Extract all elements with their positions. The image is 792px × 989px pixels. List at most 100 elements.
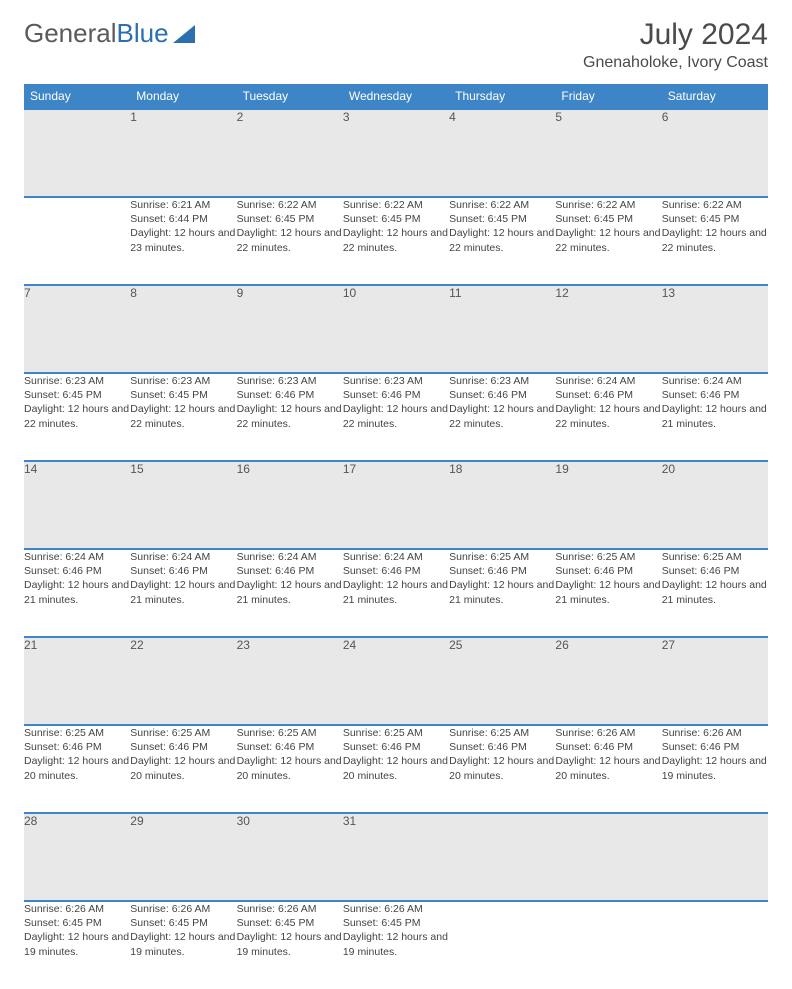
week-number-row: 28293031: [24, 813, 768, 901]
sunset-line: Sunset: 6:44 PM: [130, 212, 236, 226]
sunset-line: Sunset: 6:45 PM: [555, 212, 661, 226]
day-detail-cell: [662, 901, 768, 989]
day-number-cell: 11: [449, 285, 555, 373]
sunrise-line: Sunrise: 6:25 AM: [130, 726, 236, 740]
day-detail-cell: Sunrise: 6:22 AMSunset: 6:45 PMDaylight:…: [343, 197, 449, 285]
day-detail-cell: Sunrise: 6:25 AMSunset: 6:46 PMDaylight:…: [449, 549, 555, 637]
sunrise-line: Sunrise: 6:25 AM: [237, 726, 343, 740]
sunset-line: Sunset: 6:45 PM: [343, 916, 449, 930]
daylight-line: Daylight: 12 hours and 19 minutes.: [237, 930, 343, 958]
sunrise-line: Sunrise: 6:25 AM: [555, 550, 661, 564]
sunrise-line: Sunrise: 6:22 AM: [662, 198, 768, 212]
day-detail-cell: Sunrise: 6:22 AMSunset: 6:45 PMDaylight:…: [662, 197, 768, 285]
day-detail-cell: Sunrise: 6:22 AMSunset: 6:45 PMDaylight:…: [555, 197, 661, 285]
sunrise-line: Sunrise: 6:26 AM: [24, 902, 130, 916]
location: Gnenaholoke, Ivory Coast: [583, 54, 768, 72]
week-detail-row: Sunrise: 6:24 AMSunset: 6:46 PMDaylight:…: [24, 549, 768, 637]
day-detail-cell: Sunrise: 6:26 AMSunset: 6:45 PMDaylight:…: [237, 901, 343, 989]
daylight-line: Daylight: 12 hours and 23 minutes.: [130, 226, 236, 254]
day-number-cell: 28: [24, 813, 130, 901]
day-number-cell: 20: [662, 461, 768, 549]
sunrise-line: Sunrise: 6:25 AM: [449, 550, 555, 564]
day-detail-cell: Sunrise: 6:25 AMSunset: 6:46 PMDaylight:…: [662, 549, 768, 637]
day-number-cell: 29: [130, 813, 236, 901]
day-number-cell: 26: [555, 637, 661, 725]
daylight-line: Daylight: 12 hours and 20 minutes.: [24, 754, 130, 782]
sunset-line: Sunset: 6:46 PM: [343, 388, 449, 402]
day-detail-cell: Sunrise: 6:26 AMSunset: 6:46 PMDaylight:…: [662, 725, 768, 813]
day-detail-cell: Sunrise: 6:25 AMSunset: 6:46 PMDaylight:…: [130, 725, 236, 813]
daylight-line: Daylight: 12 hours and 22 minutes.: [449, 402, 555, 430]
day-detail-cell: Sunrise: 6:24 AMSunset: 6:46 PMDaylight:…: [662, 373, 768, 461]
day-number-cell: [555, 813, 661, 901]
daylight-line: Daylight: 12 hours and 22 minutes.: [555, 402, 661, 430]
day-number-cell: 5: [555, 109, 661, 197]
sunrise-line: Sunrise: 6:24 AM: [24, 550, 130, 564]
sunrise-line: Sunrise: 6:23 AM: [343, 374, 449, 388]
daylight-line: Daylight: 12 hours and 21 minutes.: [130, 578, 236, 606]
day-header: Sunday: [24, 84, 130, 109]
day-detail-cell: Sunrise: 6:25 AMSunset: 6:46 PMDaylight:…: [449, 725, 555, 813]
sunset-line: Sunset: 6:46 PM: [343, 564, 449, 578]
logo-triangle-icon: [173, 25, 195, 43]
week-number-row: 123456: [24, 109, 768, 197]
sunset-line: Sunset: 6:45 PM: [237, 916, 343, 930]
sunrise-line: Sunrise: 6:23 AM: [130, 374, 236, 388]
sunrise-line: Sunrise: 6:25 AM: [343, 726, 449, 740]
sunrise-line: Sunrise: 6:24 AM: [662, 374, 768, 388]
day-detail-cell: Sunrise: 6:21 AMSunset: 6:44 PMDaylight:…: [130, 197, 236, 285]
sunset-line: Sunset: 6:46 PM: [130, 740, 236, 754]
sunset-line: Sunset: 6:46 PM: [662, 740, 768, 754]
day-number-cell: 12: [555, 285, 661, 373]
daylight-line: Daylight: 12 hours and 20 minutes.: [449, 754, 555, 782]
day-number-cell: 4: [449, 109, 555, 197]
month-title: July 2024: [583, 18, 768, 52]
page-header: GeneralBlue July 2024 Gnenaholoke, Ivory…: [24, 18, 768, 72]
day-number-cell: 22: [130, 637, 236, 725]
sunrise-line: Sunrise: 6:24 AM: [555, 374, 661, 388]
sunset-line: Sunset: 6:45 PM: [24, 388, 130, 402]
day-number-cell: 10: [343, 285, 449, 373]
day-number-cell: 18: [449, 461, 555, 549]
day-number-cell: 24: [343, 637, 449, 725]
day-header: Friday: [555, 84, 661, 109]
sunset-line: Sunset: 6:46 PM: [662, 564, 768, 578]
sunset-line: Sunset: 6:45 PM: [24, 916, 130, 930]
day-detail-cell: Sunrise: 6:25 AMSunset: 6:46 PMDaylight:…: [237, 725, 343, 813]
day-detail-cell: Sunrise: 6:25 AMSunset: 6:46 PMDaylight:…: [24, 725, 130, 813]
day-header: Thursday: [449, 84, 555, 109]
day-number-cell: [24, 109, 130, 197]
logo-text-blue: Blue: [117, 18, 169, 49]
day-detail-cell: Sunrise: 6:22 AMSunset: 6:45 PMDaylight:…: [237, 197, 343, 285]
sunset-line: Sunset: 6:45 PM: [237, 212, 343, 226]
sunrise-line: Sunrise: 6:26 AM: [237, 902, 343, 916]
day-number-cell: 19: [555, 461, 661, 549]
sunset-line: Sunset: 6:46 PM: [555, 388, 661, 402]
day-number-cell: 27: [662, 637, 768, 725]
daylight-line: Daylight: 12 hours and 21 minutes.: [343, 578, 449, 606]
day-number-cell: 15: [130, 461, 236, 549]
daylight-line: Daylight: 12 hours and 22 minutes.: [343, 226, 449, 254]
day-header-row: SundayMondayTuesdayWednesdayThursdayFrid…: [24, 84, 768, 109]
daylight-line: Daylight: 12 hours and 22 minutes.: [237, 226, 343, 254]
sunset-line: Sunset: 6:45 PM: [343, 212, 449, 226]
week-number-row: 78910111213: [24, 285, 768, 373]
week-detail-row: Sunrise: 6:21 AMSunset: 6:44 PMDaylight:…: [24, 197, 768, 285]
day-detail-cell: Sunrise: 6:26 AMSunset: 6:46 PMDaylight:…: [555, 725, 661, 813]
day-detail-cell: [24, 197, 130, 285]
day-detail-cell: Sunrise: 6:26 AMSunset: 6:45 PMDaylight:…: [130, 901, 236, 989]
sunset-line: Sunset: 6:45 PM: [130, 388, 236, 402]
calendar-table: SundayMondayTuesdayWednesdayThursdayFrid…: [24, 84, 768, 989]
sunrise-line: Sunrise: 6:25 AM: [662, 550, 768, 564]
sunrise-line: Sunrise: 6:25 AM: [449, 726, 555, 740]
sunrise-line: Sunrise: 6:26 AM: [343, 902, 449, 916]
day-number-cell: 1: [130, 109, 236, 197]
week-detail-row: Sunrise: 6:23 AMSunset: 6:45 PMDaylight:…: [24, 373, 768, 461]
daylight-line: Daylight: 12 hours and 20 minutes.: [130, 754, 236, 782]
day-detail-cell: Sunrise: 6:24 AMSunset: 6:46 PMDaylight:…: [130, 549, 236, 637]
sunrise-line: Sunrise: 6:23 AM: [237, 374, 343, 388]
daylight-line: Daylight: 12 hours and 22 minutes.: [449, 226, 555, 254]
day-number-cell: [449, 813, 555, 901]
daylight-line: Daylight: 12 hours and 21 minutes.: [662, 402, 768, 430]
sunset-line: Sunset: 6:46 PM: [449, 564, 555, 578]
